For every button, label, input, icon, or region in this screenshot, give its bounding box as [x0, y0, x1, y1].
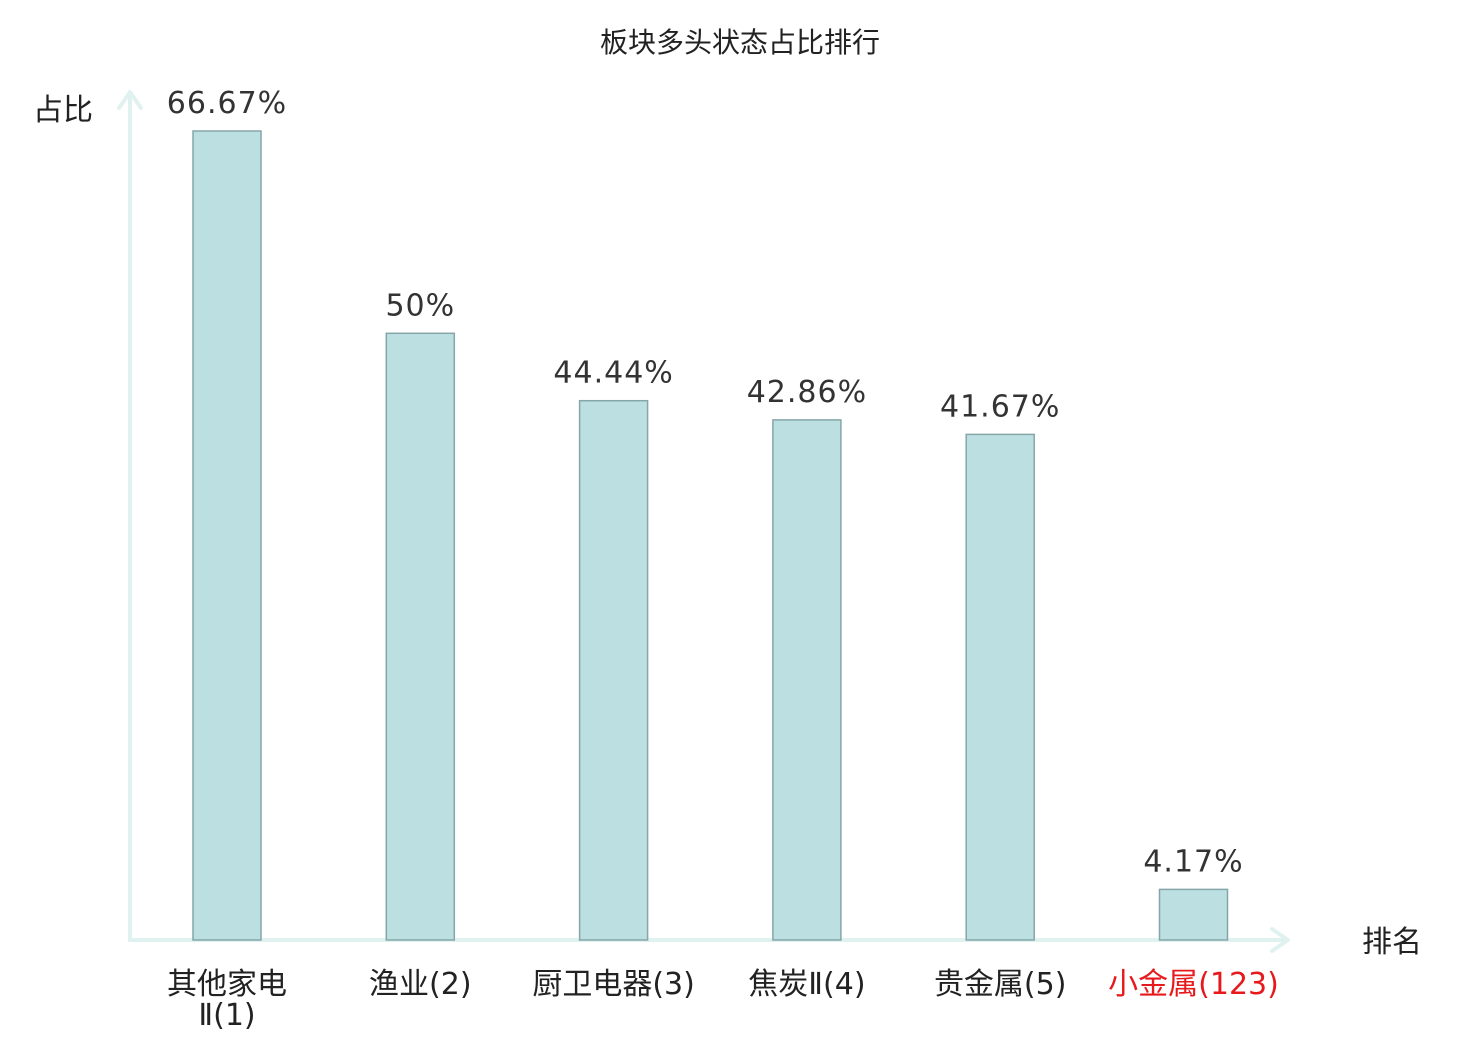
- bar-value-label: 66.67%: [167, 86, 287, 121]
- category-label: 渔业(2): [369, 967, 472, 1002]
- y-axis-label: 占比: [33, 93, 93, 128]
- bar-value-label: 4.17%: [1143, 844, 1243, 879]
- chart-title: 板块多头状态占比排行: [600, 26, 880, 59]
- bar-value-label: 50%: [385, 288, 455, 323]
- bar: [385, 332, 456, 941]
- category-label-line2: Ⅱ(1): [198, 998, 255, 1033]
- x-axis: [128, 927, 1290, 953]
- bar: [965, 433, 1035, 941]
- bars-group: [192, 130, 1229, 941]
- bar: [192, 130, 262, 941]
- y-axis: [117, 90, 143, 940]
- bar-value-label: 42.86%: [747, 375, 867, 410]
- y-axis-arrow-icon: [117, 90, 143, 110]
- x-axis-arrow-icon: [1270, 927, 1290, 953]
- category-label: 其他家电: [167, 967, 287, 1002]
- category-label: 焦炭Ⅱ(4): [748, 967, 865, 1002]
- bar: [578, 399, 649, 941]
- bar: [1158, 888, 1229, 941]
- category-label: 贵金属(5): [934, 967, 1067, 1002]
- category-label: 厨卫电器(3): [532, 967, 695, 1002]
- bar-value-label: 41.67%: [940, 389, 1060, 424]
- bar-value-label: 44.44%: [553, 356, 673, 391]
- x-axis-label: 排名: [1362, 925, 1422, 960]
- category-label: 小金属(123): [1108, 967, 1279, 1002]
- value-labels-group: 66.67% 50% 44.44% 42.86% 41.67% 4.17%: [167, 86, 1243, 879]
- bar: [772, 419, 842, 941]
